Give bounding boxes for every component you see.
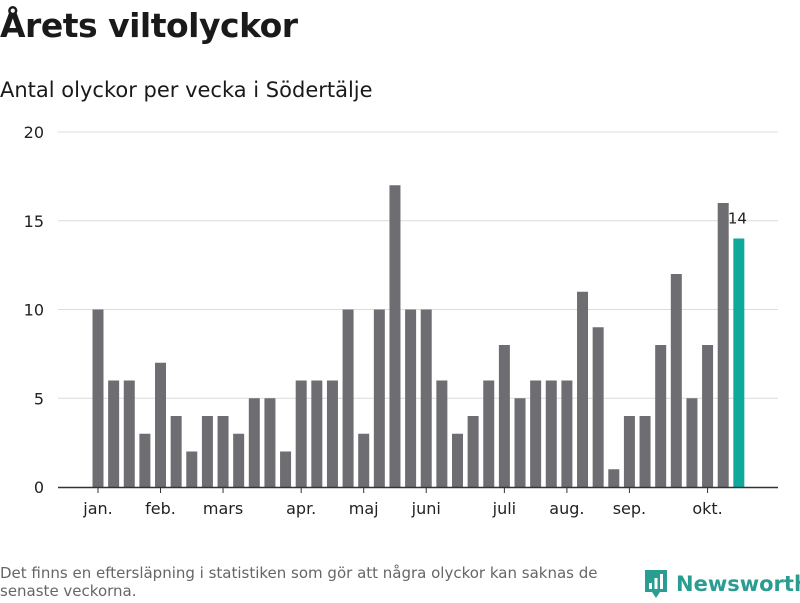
bar[interactable] [233,433,245,487]
bar[interactable] [639,416,651,487]
chart-title: Årets viltolyckor [0,6,298,45]
x-tick-label: sep. [613,499,646,518]
x-axis: jan. feb. mars apr. maj juni juli aug. sep. okt. [58,486,778,518]
y-tick-label: 15 [24,212,44,231]
chart-subtitle: Antal olyckor per vecka i Södertälje [0,78,373,102]
bar[interactable] [420,309,432,488]
brand-name: Newsworthy [676,572,800,596]
bar[interactable] [326,380,338,488]
x-tick-label: mars [203,499,243,518]
bar[interactable] [451,433,463,487]
bar[interactable] [201,416,213,487]
bar[interactable] [280,451,292,488]
bar[interactable] [311,380,323,488]
bar[interactable] [577,291,589,487]
bar[interactable] [608,469,620,487]
x-tick-label: maj [349,499,379,518]
x-tick-label: jan. [82,499,112,518]
bar[interactable] [358,433,370,487]
highlight-data-label: 14 [728,210,747,228]
x-tick-label: apr. [286,499,316,518]
x-tick-label: feb. [145,499,176,518]
x-tick-label: aug. [549,499,584,518]
bar[interactable] [373,309,385,488]
brand[interactable]: Newsworthy [643,569,800,599]
y-tick-label: 20 [24,123,44,142]
x-tick-label: juli [492,499,516,518]
bar[interactable] [483,380,495,488]
bar[interactable] [467,416,479,487]
bar[interactable] [186,451,198,488]
bar[interactable] [717,203,729,487]
bar[interactable] [248,398,260,487]
bar[interactable] [623,416,635,487]
bar[interactable] [530,380,542,488]
bar[interactable] [92,309,104,488]
bar-highlight[interactable] [733,238,745,488]
bar[interactable] [592,327,604,487]
bar-chart: 0 5 10 15 20 jan. feb. mars apr. maj juni juli aug.… [24,123,778,518]
bar[interactable] [561,380,573,488]
bar[interactable] [545,380,557,488]
bar[interactable] [217,416,229,487]
bar[interactable] [108,380,120,488]
bar[interactable] [139,433,151,487]
bar[interactable] [686,398,698,487]
footnote: Det finns en eftersläpning i statistiken… [0,564,598,600]
newsworthy-logo-icon [643,569,669,599]
y-axis-ticks: 0 5 10 15 20 [24,123,44,497]
bar[interactable] [702,345,714,487]
bar[interactable] [123,380,135,488]
data-labels: 14 [728,210,747,228]
bar[interactable] [170,416,182,487]
bar[interactable] [405,309,417,488]
y-tick-label: 0 [34,478,44,497]
bar[interactable] [436,380,448,488]
bar[interactable] [655,345,667,487]
bar[interactable] [498,345,510,487]
bar[interactable] [670,274,682,487]
bar[interactable] [155,362,167,487]
bar[interactable] [342,309,354,488]
bar[interactable] [264,398,276,487]
x-tick-label: okt. [692,499,722,518]
y-tick-label: 5 [34,389,44,408]
y-tick-label: 10 [24,301,44,320]
bar[interactable] [295,380,307,488]
bar[interactable] [389,185,401,487]
bar[interactable] [514,398,526,487]
x-tick-label: juni [411,499,441,518]
bars [92,185,745,488]
gridlines [58,131,778,399]
